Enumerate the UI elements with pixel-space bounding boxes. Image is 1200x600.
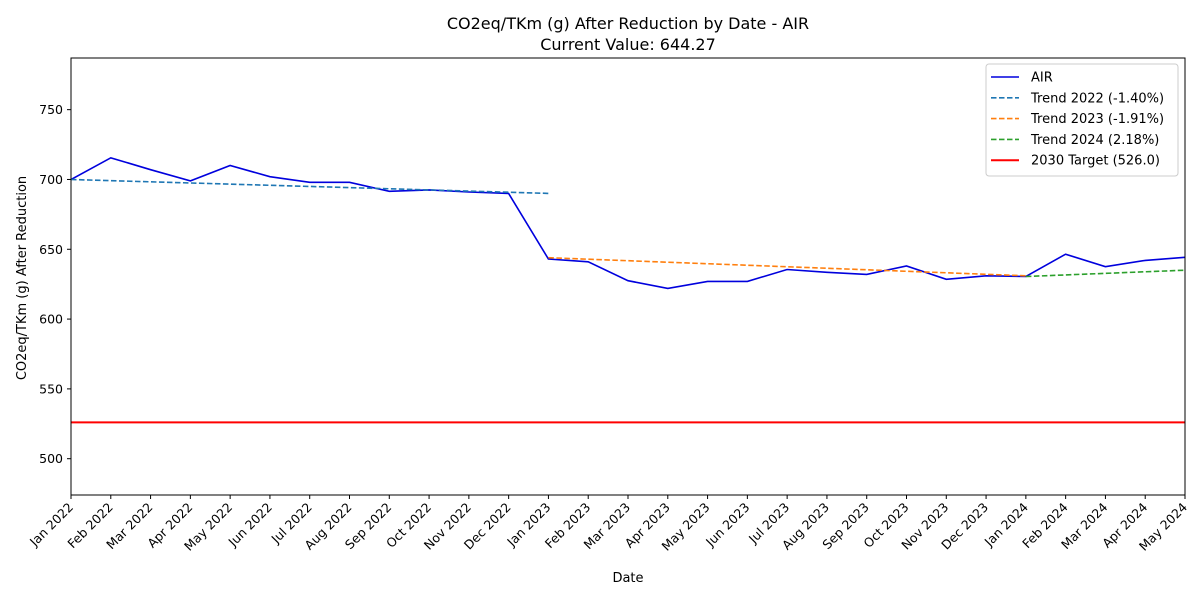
series-line-2	[548, 256, 1026, 277]
y-tick-label: 650	[39, 242, 63, 257]
legend-label: Trend 2022 (-1.40%)	[1030, 91, 1164, 106]
legend-box	[985, 63, 1179, 177]
legend-label: 2030 Target (526.0)	[1031, 154, 1160, 169]
chart-title: CO2eq/TKm (g) After Reduction by Date - …	[447, 14, 809, 33]
legend-label: AIR	[1031, 71, 1053, 86]
y-axis: 500 550 600 650 700 750	[39, 102, 71, 466]
y-tick-label: 600	[39, 312, 63, 327]
plot-area	[71, 156, 1185, 424]
series-line-0	[71, 156, 1185, 290]
legend: AIR Trend 2022 (-1.40%) Trend 2023 (-1.91%…	[985, 63, 1179, 177]
chart-subtitle: Current Value: 644.27	[540, 35, 716, 54]
y-tick-label: 750	[39, 102, 63, 117]
legend-label: Trend 2024 (2.18%)	[1030, 133, 1159, 148]
y-axis-label: CO2eq/TKm (g) After Reduction	[15, 176, 30, 380]
x-axis-label: Date	[612, 571, 643, 586]
y-tick-label: 500	[39, 451, 63, 466]
legend-label: Trend 2023 (-1.91%)	[1030, 112, 1164, 127]
series-line-3	[1025, 269, 1185, 278]
y-tick-label: 550	[39, 381, 63, 396]
y-tick-label: 700	[39, 172, 63, 187]
